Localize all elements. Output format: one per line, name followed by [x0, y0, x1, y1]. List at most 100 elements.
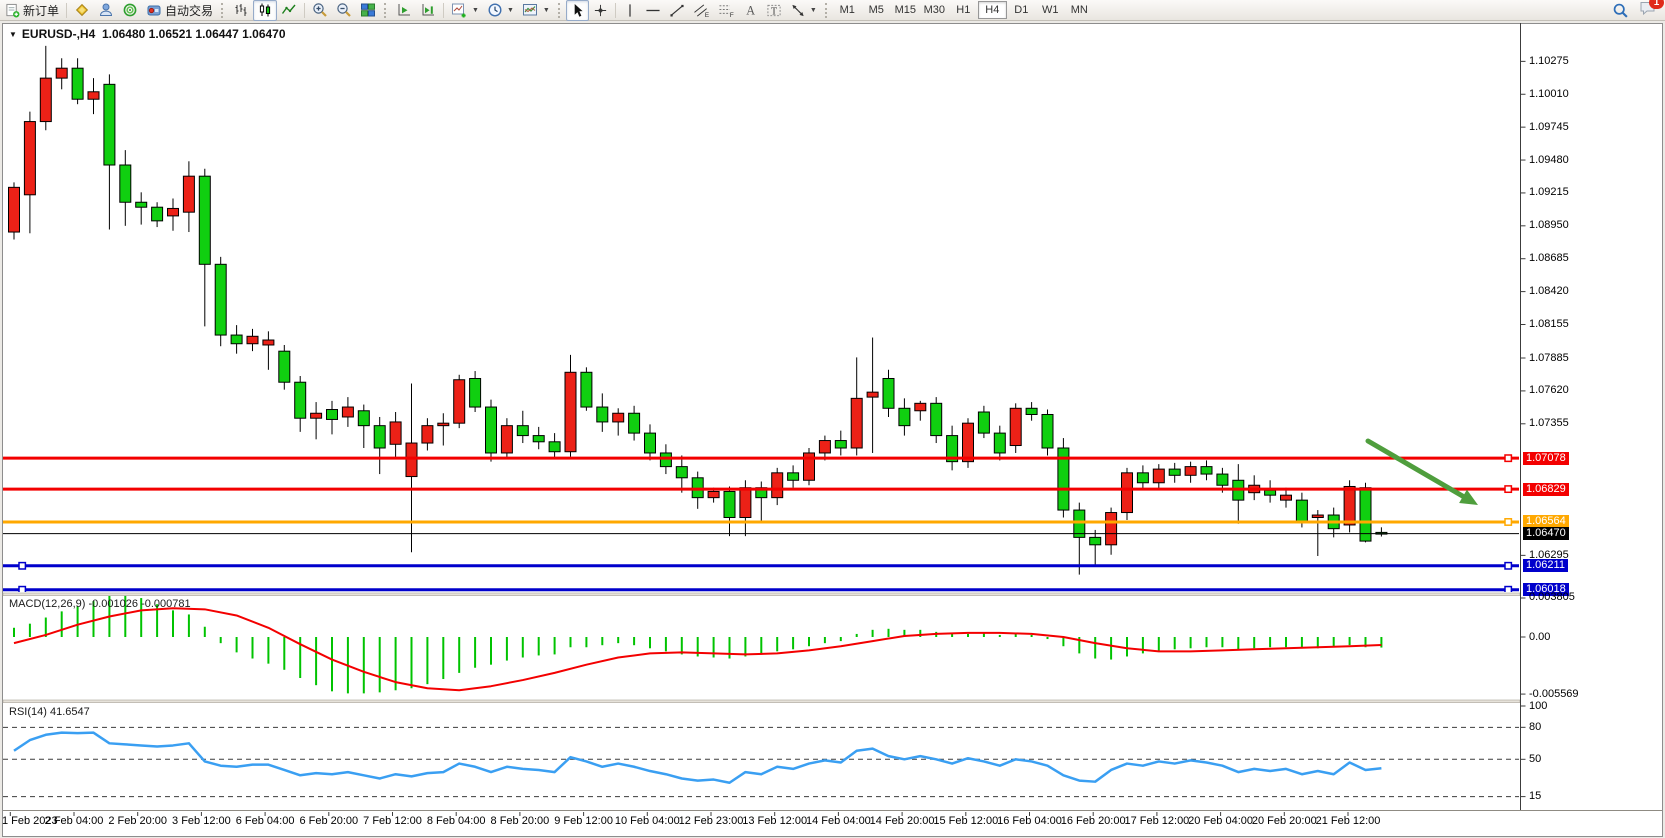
ohlc-open: 1.06480: [101, 27, 146, 41]
periods-button[interactable]: ▼: [483, 0, 518, 21]
timeframe-button-h1[interactable]: H1: [956, 4, 971, 16]
axis-tick-label: 1.08420: [1529, 285, 1569, 298]
toolbar-separator: [443, 2, 445, 18]
price-level-badge: 1.06829: [1523, 482, 1569, 496]
axis-tick-label: 15 Feb 12:00: [933, 815, 999, 827]
vertical-line-tool-button[interactable]: [619, 0, 641, 21]
gold-diamond-icon: [75, 3, 89, 17]
main-toolbar: 新订单 自动交易 ▼ ▼: [0, 0, 1665, 21]
search-icon[interactable]: [1612, 2, 1629, 19]
zoom-out-icon: [337, 3, 351, 17]
price-level-badge: 1.06470: [1523, 527, 1569, 541]
new-chart-icon: [452, 3, 466, 18]
chevron-down-icon: ▼: [542, 6, 550, 14]
axis-tick-label: 1.07355: [1529, 417, 1569, 430]
bar-chart-button[interactable]: [229, 0, 253, 21]
timeframe-button-mn[interactable]: MN: [1070, 4, 1088, 16]
timeframe-button-m5[interactable]: M5: [868, 4, 884, 16]
axis-tick-label: 2 Feb 20:00: [108, 815, 168, 827]
equidistant-channel-tool-button[interactable]: E: [689, 0, 714, 21]
chevron-down-icon: ▼: [472, 6, 479, 14]
text-tool-button[interactable]: A: [739, 0, 762, 21]
axis-tick-label: 16 Feb 20:00: [1060, 815, 1126, 827]
axis-tick-label: 14 Feb 04:00: [805, 815, 871, 827]
new-chart-button[interactable]: ▼: [447, 0, 483, 21]
axis-tick-label: 16 Feb 04:00: [997, 815, 1062, 827]
toolbar-grip[interactable]: [384, 2, 388, 18]
timeframe-button-h4[interactable]: H4: [977, 1, 1007, 19]
chart-shift-icon: [422, 4, 435, 16]
autoscroll-icon: [398, 4, 411, 16]
crosshair-tool-button[interactable]: [589, 0, 612, 21]
cursor-tool-button[interactable]: [565, 0, 589, 21]
clock-icon: [488, 3, 502, 17]
axis-tick-label: -0.005569: [1529, 687, 1579, 700]
toolbar-grip[interactable]: [221, 2, 225, 18]
toolbar-separator: [614, 2, 616, 18]
new-order-button[interactable]: 新订单: [1, 0, 63, 21]
horizontal-line-icon: [646, 9, 660, 11]
chart-window[interactable]: [2, 23, 1663, 837]
axis-tick-label: 1.09480: [1529, 153, 1569, 166]
arrows-icon: [792, 4, 804, 16]
autotrading-label: 自动交易: [165, 3, 214, 18]
axis-tick-label: 17 Feb 12:00: [1124, 815, 1190, 827]
notifications-button[interactable]: 1: [1639, 0, 1664, 21]
zoom-in-button[interactable]: [308, 0, 332, 21]
axis-tick-label: 21 Feb 12:00: [1315, 815, 1381, 827]
zoom-in-icon: [313, 3, 327, 17]
arrows-tool-button[interactable]: ▼: [786, 0, 821, 21]
svg-text:A: A: [746, 3, 755, 17]
candlestick-chart-icon: [259, 3, 271, 17]
fibonacci-tool-button[interactable]: F: [714, 0, 739, 21]
text-label-tool-button[interactable]: T: [762, 0, 786, 21]
axis-tick-label: 0.00: [1529, 630, 1551, 643]
autotrading-button[interactable]: 自动交易: [142, 0, 217, 21]
tile-windows-button[interactable]: [356, 0, 380, 21]
timeframe-button-m15[interactable]: M15: [894, 4, 916, 16]
axis-tick-label: 1.08155: [1529, 318, 1569, 330]
bar-chart-icon: [235, 4, 247, 16]
axis-tick-label: 2 Feb 04:00: [44, 815, 104, 827]
chart-shift-button[interactable]: [416, 0, 440, 21]
toolbar-grip[interactable]: [557, 2, 562, 18]
templates-icon: [522, 4, 537, 16]
svg-text:F: F: [730, 12, 734, 18]
collapse-arrow-icon[interactable]: ▼: [9, 30, 17, 39]
timeframe-button-m30[interactable]: M30: [923, 4, 945, 16]
line-chart-button[interactable]: [277, 0, 301, 21]
new-order-label: 新订单: [23, 3, 60, 18]
timeframe-toolbar: M1 M5 M15 M30 H1 H4 D1 W1 MN: [833, 1, 1094, 19]
timeframe-button-m1[interactable]: M1: [839, 4, 855, 16]
price-level-badge: 1.06018: [1523, 583, 1569, 597]
timeframe-button-w1[interactable]: W1: [1042, 4, 1059, 16]
axis-tick-label: 50: [1529, 752, 1542, 765]
axis-tick-label: 3 Feb 12:00: [172, 815, 231, 827]
ohlc-high: 1.06521: [148, 27, 193, 41]
vertical-line-icon: [629, 3, 631, 17]
toolbar-separator: [66, 2, 68, 18]
price-level-badge: 1.07078: [1523, 451, 1569, 465]
axis-tick-label: 13 Feb 12:00: [742, 815, 808, 827]
axis-tick-label: 14 Feb 20:00: [869, 815, 935, 827]
autoscroll-button[interactable]: [392, 0, 416, 21]
timeframe-button-d1[interactable]: D1: [1014, 4, 1029, 16]
axis-tick-label: 1.10010: [1529, 87, 1569, 100]
ohlc-close: 1.06470: [242, 27, 286, 41]
crosshair-icon: [594, 4, 606, 16]
community-button[interactable]: [94, 0, 118, 21]
ohlc-low: 1.06447: [195, 27, 239, 41]
metaquotes-button[interactable]: [70, 0, 94, 21]
candlestick-chart-button[interactable]: [253, 0, 278, 21]
axis-tick-label: 8 Feb 20:00: [490, 815, 550, 827]
svg-text:E: E: [705, 12, 710, 18]
toolbar-grip[interactable]: [824, 2, 829, 18]
zoom-out-button[interactable]: [332, 0, 356, 21]
horizontal-line-tool-button[interactable]: [641, 0, 665, 21]
autotrading-icon: [147, 5, 161, 16]
axis-tick-label: 1.08685: [1529, 252, 1569, 265]
signals-button[interactable]: [118, 0, 142, 21]
templates-button[interactable]: ▼: [518, 0, 554, 21]
axis-tick-label: 1 Feb 2023: [2, 815, 58, 827]
trendline-tool-button[interactable]: [665, 0, 689, 21]
